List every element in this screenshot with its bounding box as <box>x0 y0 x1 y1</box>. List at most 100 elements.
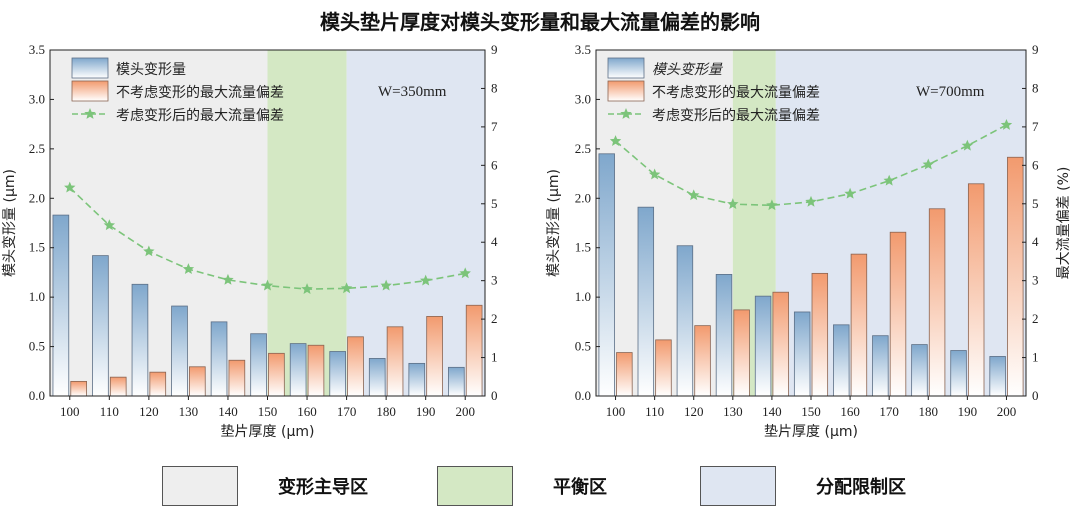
bar-deformation-120 <box>131 283 149 397</box>
bar-deformation-160 <box>833 324 850 397</box>
x-tick-label: 160 <box>297 404 317 419</box>
legend-swatch-star <box>620 108 632 119</box>
point-deviation-160 <box>301 283 313 294</box>
point-deviation-130 <box>182 263 195 274</box>
y2-tick-label: 1 <box>491 350 498 365</box>
y-tick-label: 2.0 <box>29 190 45 205</box>
bar-deviation-170 <box>889 231 907 397</box>
legend-swatch-deviation <box>607 80 645 102</box>
bar-deformation-140 <box>210 321 228 397</box>
legend-swatch-deformation <box>71 57 109 79</box>
bar-deviation-160 <box>850 253 868 397</box>
zone-label-limit: 分配限制区 <box>816 477 906 498</box>
y-axis-label: 模头变形量 (μm) <box>2 169 18 277</box>
x-tick-label: 190 <box>416 404 436 419</box>
y-tick-label: 2.5 <box>29 141 45 156</box>
y2-tick-label: 2 <box>491 311 498 326</box>
x-tick-label: 110 <box>100 404 119 419</box>
bar-deviation-130 <box>189 366 206 397</box>
point-deviation-170 <box>883 174 895 186</box>
zone-legend-dominant: 变形主导区 <box>162 466 368 506</box>
bar-deviation-180 <box>928 208 946 397</box>
figure-title: 模头垫片厚度对模头变形量和最大流量偏差的影响 <box>320 10 760 34</box>
x-tick-label: 100 <box>606 404 626 419</box>
legend-swatch-deviation <box>71 80 109 102</box>
point-deviation-110 <box>648 168 661 180</box>
point-deviation-150 <box>261 279 274 291</box>
x-tick-label: 180 <box>376 404 396 419</box>
chart-panel-w700: 0.0 0.5 1.0 1.5 2.0 2.5 3.0 3.5 0 1 2 3 4 5 6 7 8 9 100 110… <box>546 42 1072 440</box>
bar-deformation-170 <box>872 335 889 397</box>
point-deviation-180 <box>922 158 934 170</box>
legend-label-line: 考虑变形后的最大流量偏差 <box>652 108 820 124</box>
y2-tick-label: 0 <box>1032 388 1039 403</box>
y2-tick-label: 0 <box>491 388 498 403</box>
bar-deviation-200 <box>465 304 483 397</box>
y-tick-label: 3.5 <box>575 42 591 57</box>
y-axis-label: 模头变形量 (μm) <box>546 169 562 277</box>
bar-deviation-170 <box>347 336 364 397</box>
y-tick-label: 3.0 <box>29 91 45 106</box>
bar-deformation-200 <box>448 366 465 397</box>
legend-swatch-star <box>84 108 96 119</box>
y2-tick-label: 5 <box>1032 196 1039 211</box>
point-deviation-130 <box>727 198 739 210</box>
point-deviation-170 <box>340 282 353 294</box>
y-tick-label: 1.0 <box>575 289 591 304</box>
y-tick-label: 2.0 <box>575 190 591 205</box>
y2-tick-label: 7 <box>1032 119 1039 134</box>
y2-tick-label: 3 <box>1032 273 1039 288</box>
y-tick-label: 3.0 <box>575 91 591 106</box>
zone-legend-balance: 平衡区 <box>437 466 607 506</box>
legend-label-line: 考虑变形后的最大流量偏差 <box>116 108 284 124</box>
x-tick-label: 130 <box>179 404 199 419</box>
x-tick-label: 170 <box>337 404 357 419</box>
bar-deformation-170 <box>329 351 346 397</box>
y-tick-label: 3.5 <box>29 42 45 57</box>
x-tick-label: 190 <box>958 404 978 419</box>
bar-deformation-100 <box>52 214 70 397</box>
zone-balance-band <box>267 50 347 396</box>
x-tick-label: 120 <box>139 404 159 419</box>
y2-tick-label: 8 <box>1032 80 1039 95</box>
point-deviation-200 <box>459 267 471 279</box>
point-deviation-100 <box>609 135 622 146</box>
bar-deviation-110 <box>109 376 127 397</box>
bar-deformation-130 <box>171 305 188 397</box>
point-deviation-190 <box>419 274 432 286</box>
y-tick-label: 0.0 <box>29 388 45 403</box>
bar-deviation-160 <box>307 344 325 397</box>
bar-deviation-150 <box>268 352 285 397</box>
point-deviation-150 <box>805 195 817 207</box>
x-tick-label: 200 <box>455 404 475 419</box>
zone-swatch-dominant <box>162 466 238 506</box>
y2-tick-label: 8 <box>491 80 498 95</box>
y-tick-label: 0.5 <box>29 339 45 354</box>
bar-deformation-180 <box>368 358 386 397</box>
bar-deviation-140 <box>772 291 789 397</box>
zone-swatch-limit <box>700 466 776 506</box>
point-deviation-140 <box>222 273 234 285</box>
point-deviation-180 <box>380 279 392 291</box>
x-tick-label: 160 <box>840 404 860 419</box>
bar-deviation-100 <box>70 380 87 397</box>
y2-tick-label: 3 <box>491 273 498 288</box>
point-deviation-160 <box>844 187 856 199</box>
bar-deviation-120 <box>149 371 167 397</box>
x-tick-label: 180 <box>919 404 939 419</box>
bar-deviation-110 <box>655 339 672 397</box>
bar-deviation-190 <box>967 183 985 397</box>
width-annotation: W=700mm <box>916 84 985 100</box>
bar-deviation-200 <box>1007 156 1024 397</box>
legend-label-deviation: 不考虑变形的最大流量偏差 <box>116 85 284 101</box>
point-deviation-140 <box>766 199 778 211</box>
chart-panel-w350: 0.0 0.5 1.0 1.5 2.0 2.5 3.0 3.5 0 1 2 3 4 5 6 7 8 9 100 110… <box>2 42 498 440</box>
zone-legend-limit: 分配限制区 <box>700 466 906 506</box>
x-tick-label: 110 <box>645 404 664 419</box>
x-tick-label: 100 <box>60 404 80 419</box>
bar-deformation-110 <box>92 255 109 397</box>
bar-deformation-190 <box>950 350 967 397</box>
x-tick-label: 130 <box>723 404 743 419</box>
x-axis-label: 垫片厚度 (μm) <box>221 424 315 440</box>
